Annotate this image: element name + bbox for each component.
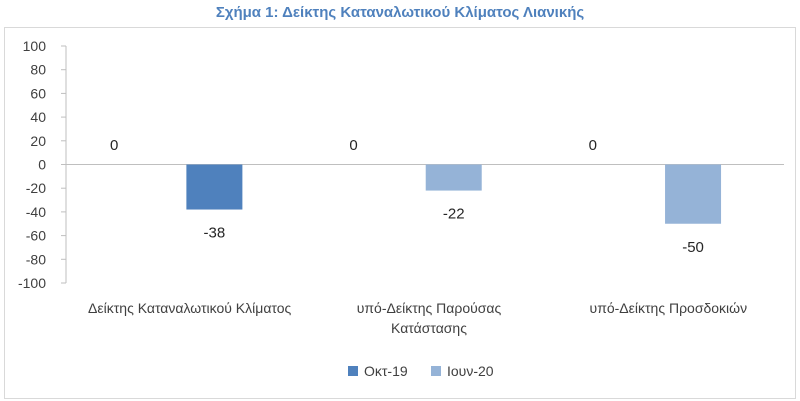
y-tick-label: 20 bbox=[30, 133, 46, 149]
x-category-label: υπό-Δείκτης Παρούσας bbox=[357, 300, 502, 316]
y-tick-label: -60 bbox=[26, 228, 46, 244]
data-label: -22 bbox=[443, 206, 465, 223]
legend-label: Ιουν-20 bbox=[447, 363, 494, 379]
y-tick-label: 80 bbox=[30, 62, 46, 78]
y-tick-label: -80 bbox=[26, 251, 46, 267]
legend-swatch bbox=[431, 366, 441, 376]
y-tick-label: 60 bbox=[30, 85, 46, 101]
y-tick-label: -40 bbox=[26, 204, 46, 220]
y-tick-label: 40 bbox=[30, 109, 46, 125]
x-category-label: Δείκτης Καταναλωτικού Κλίματος bbox=[88, 300, 291, 316]
chart-title: Σχήμα 1: Δείκτης Καταναλωτικού Κλίματος … bbox=[215, 4, 585, 21]
y-tick-label: -100 bbox=[18, 275, 46, 291]
y-tick-label: -20 bbox=[26, 180, 46, 196]
legend-swatch bbox=[348, 366, 358, 376]
bar-Ιουν-20 bbox=[665, 164, 722, 224]
x-category-label: υπό-Δείκτης Προσδοκιών bbox=[590, 300, 748, 316]
data-label: 0 bbox=[349, 137, 357, 154]
data-label: -50 bbox=[682, 239, 704, 256]
y-tick-label: 0 bbox=[38, 157, 46, 173]
legend-label: Οκτ-19 bbox=[364, 363, 408, 379]
bar-Ιουν-20 bbox=[425, 164, 482, 191]
data-label: 0 bbox=[589, 137, 597, 154]
y-tick-label: 100 bbox=[23, 38, 47, 54]
data-label: -38 bbox=[204, 225, 226, 242]
x-category-label: Κατάστασης bbox=[391, 320, 467, 336]
bar-Ιουν-20 bbox=[186, 164, 243, 210]
data-label: 0 bbox=[110, 137, 118, 154]
chart-frame bbox=[4, 27, 796, 399]
